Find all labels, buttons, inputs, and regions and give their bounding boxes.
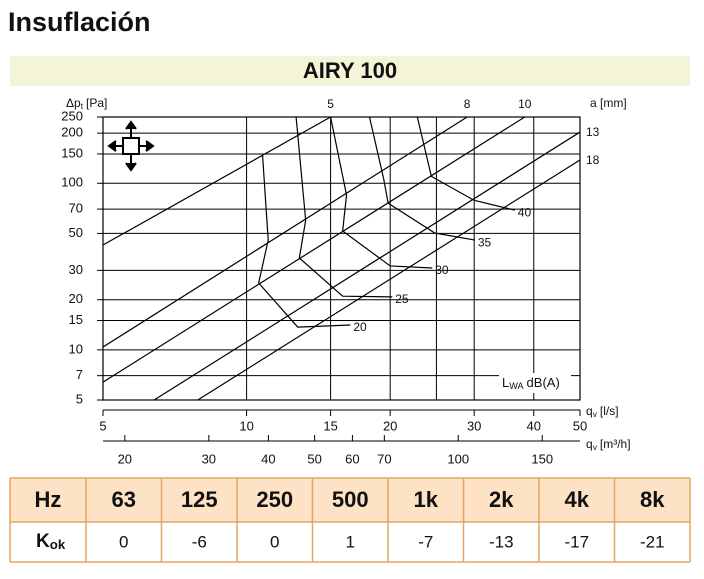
table-cell: -6	[192, 532, 207, 551]
contour-label: 20	[353, 320, 367, 334]
banner-text: AIRY 100	[303, 58, 397, 83]
x-tick-label: 5	[99, 418, 106, 433]
x2-tick-label: 60	[345, 451, 359, 466]
x2-axis-label-sub: v	[593, 442, 598, 452]
table-cell: 1	[346, 532, 355, 551]
x-tick-label: 50	[573, 418, 587, 433]
x2-tick-label: 20	[118, 451, 132, 466]
y-tick-label: 30	[69, 262, 83, 277]
table-row-label-sub: ok	[50, 537, 66, 552]
table-header-cell: 250	[256, 487, 293, 512]
contour-axis-label: LWA dB(A)	[502, 375, 560, 391]
x-axis-label: qv [l/s]	[586, 404, 619, 419]
x-tick-label: 20	[383, 418, 397, 433]
curve-label: 10	[518, 97, 532, 111]
table-row-label-main: K	[36, 531, 50, 552]
contour-label: 40	[518, 205, 532, 219]
curve-label: 18	[586, 153, 600, 167]
table-header-cell: 8k	[640, 487, 665, 512]
y-tick-label: 7	[76, 367, 83, 382]
banner	[10, 56, 690, 86]
contour-axis-label-main: L	[502, 375, 509, 390]
x2-axis-label-main: q	[586, 437, 593, 451]
table-cell: 0	[119, 532, 128, 551]
contour-label: 25	[395, 292, 409, 306]
y-tick-label: 15	[69, 312, 83, 327]
table-cell: -17	[564, 532, 589, 551]
table-header-cell: 500	[332, 487, 369, 512]
table-header-bg	[10, 478, 690, 522]
system-curve	[197, 159, 581, 401]
table-cell: 0	[270, 532, 279, 551]
x-tick-label: 30	[467, 418, 481, 433]
x-axis-label-main: q	[586, 404, 593, 418]
y-tick-label: 10	[69, 341, 83, 356]
table-header-cell: 63	[112, 487, 136, 512]
noise-contour	[295, 116, 393, 298]
table-header-cell: 125	[181, 487, 218, 512]
system-curve	[102, 116, 526, 383]
x2-tick-label: 50	[307, 451, 321, 466]
curve-label: 8	[464, 97, 471, 111]
table-header-cell: 2k	[489, 487, 514, 512]
x2-tick-label: 70	[377, 451, 391, 466]
curve-label: 5	[327, 97, 334, 111]
x2-tick-label: 100	[447, 451, 469, 466]
x2-axis-label-unit: [m³/h]	[600, 437, 631, 451]
y-tick-label: 50	[69, 225, 83, 240]
y-tick-label: 20	[69, 291, 83, 306]
x-axis-label-unit: [l/s]	[600, 404, 619, 418]
x2-tick-label: 30	[202, 451, 216, 466]
x2-axis-label: qv [m³/h]	[586, 437, 631, 452]
noise-contour	[258, 154, 351, 328]
contour-label-bg	[499, 373, 571, 393]
plot-frame	[102, 116, 581, 401]
table-cell: -13	[489, 532, 514, 551]
table-cell: -7	[418, 532, 433, 551]
noise-contour	[416, 116, 515, 211]
noise-contour	[329, 116, 433, 269]
y-tick-label: 200	[61, 125, 83, 140]
x-tick-label: 15	[323, 418, 337, 433]
y-tick-label: 100	[61, 175, 83, 190]
x-tick-label: 10	[239, 418, 253, 433]
y-tick-label: 250	[61, 108, 83, 123]
table: Hz 63 125 250 500 1k 2k 4k 8k Kok 0 -6 0 1 -7 -13 -17 -21	[9, 477, 691, 563]
contour-axis-label-sub: WA	[509, 381, 524, 391]
y-tick-label: 150	[61, 145, 83, 160]
table-header-cell: 1k	[414, 487, 439, 512]
system-curve	[102, 116, 331, 246]
x2-tick-label: 150	[531, 451, 553, 466]
title: Insuflación	[8, 7, 151, 37]
curve-label: 13	[586, 125, 600, 139]
y-tick-label: 70	[69, 201, 83, 216]
y-axis-label-unit: [Pa]	[86, 96, 107, 110]
y-axis-label: Δpt [Pa]	[66, 96, 107, 111]
y-axis-label-main: Δp	[66, 96, 81, 110]
x-tick-label: 40	[527, 418, 541, 433]
table-row-label: Kok	[36, 531, 66, 552]
contour-axis-label-unit: dB(A)	[527, 375, 560, 390]
system-curve	[102, 116, 468, 348]
noise-contour	[368, 116, 475, 241]
table-header-cell: Hz	[35, 487, 62, 512]
system-curve	[153, 131, 581, 401]
contour-label: 30	[435, 263, 449, 277]
series-label: a [mm]	[590, 96, 627, 110]
x-axis-label-sub: v	[593, 409, 598, 419]
table-cell: -21	[640, 532, 665, 551]
contour-label: 35	[478, 235, 492, 249]
flow-icon	[107, 120, 155, 172]
x2-tick-label: 40	[261, 451, 275, 466]
y-tick-label: 5	[76, 391, 83, 406]
table-header-cell: 4k	[565, 487, 590, 512]
y-axis-label-sub: t	[81, 101, 84, 111]
table-row-bg	[10, 522, 690, 562]
